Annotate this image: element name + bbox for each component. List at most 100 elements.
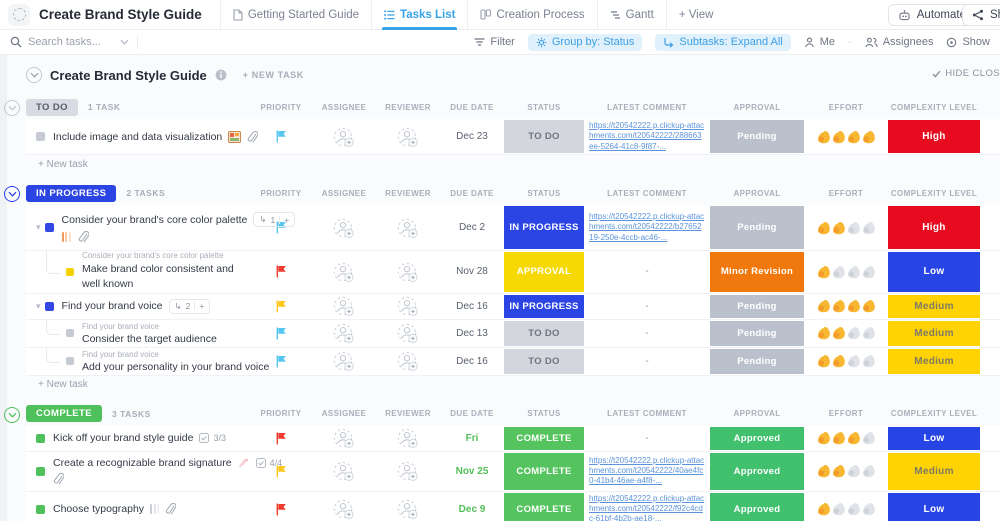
parent-task-breadcrumb[interactable]: Consider your brand's core color palette bbox=[82, 251, 224, 261]
effort-rating[interactable] bbox=[804, 320, 888, 347]
muscle-icon[interactable] bbox=[861, 299, 876, 313]
task-status-dot[interactable] bbox=[66, 267, 74, 276]
tab-creation-process[interactable]: Creation Process bbox=[467, 0, 596, 30]
task-row[interactable]: Find your brand voice Add your personalit… bbox=[26, 347, 1000, 376]
muscle-icon[interactable] bbox=[816, 502, 831, 516]
status-value[interactable]: TO DO bbox=[504, 320, 584, 346]
status-value[interactable]: COMPLETE bbox=[504, 452, 584, 490]
complexity-value[interactable]: High bbox=[888, 206, 980, 250]
status-value[interactable]: IN PROGRESS bbox=[504, 206, 584, 250]
muscle-icon[interactable] bbox=[831, 130, 846, 144]
task-row[interactable]: Kick off your brand style guide 3/3 Fri COM… bbox=[26, 425, 1000, 452]
add-reviewer-avatar[interactable] bbox=[396, 427, 420, 449]
add-assignee-avatar[interactable] bbox=[332, 427, 356, 449]
muscle-icon[interactable] bbox=[816, 464, 831, 478]
status-value[interactable]: APPROVAL bbox=[504, 252, 584, 292]
priority-flag-icon[interactable] bbox=[276, 130, 287, 143]
add-reviewer-avatar[interactable] bbox=[396, 126, 420, 148]
approval-value[interactable]: Approved bbox=[710, 452, 804, 490]
priority-flag-icon[interactable] bbox=[276, 300, 287, 313]
subtask-count-chip[interactable]: ↳ 2 + bbox=[168, 298, 211, 314]
task-row[interactable]: Consider your brand's core color palette… bbox=[26, 251, 1000, 294]
due-date[interactable]: Nov 28 bbox=[456, 266, 488, 278]
complexity-value[interactable]: Medium bbox=[888, 348, 980, 374]
due-date[interactable]: Dec 23 bbox=[456, 131, 488, 143]
group-by-button[interactable]: Group by: Status bbox=[527, 33, 643, 51]
effort-rating[interactable] bbox=[804, 251, 888, 292]
show-button[interactable]: Show bbox=[946, 36, 990, 48]
muscle-icon[interactable] bbox=[831, 265, 846, 279]
checklist-progress[interactable]: 3/3 bbox=[199, 433, 226, 444]
checklist-progress[interactable]: 4/4 bbox=[255, 458, 282, 469]
tab-getting-started-guide[interactable]: Getting Started Guide bbox=[219, 0, 371, 30]
chevron-down-icon[interactable] bbox=[120, 39, 129, 45]
status-value[interactable]: COMPLETE bbox=[504, 492, 584, 521]
task-name[interactable]: Find your brand voice bbox=[61, 300, 163, 313]
complexity-value[interactable]: Low bbox=[888, 426, 980, 450]
group-status-badge[interactable]: TO DO bbox=[26, 98, 78, 116]
share-button[interactable]: Share bbox=[962, 4, 1000, 26]
muscle-icon[interactable] bbox=[816, 431, 831, 445]
muscle-icon[interactable] bbox=[816, 221, 831, 235]
effort-rating[interactable] bbox=[804, 205, 888, 250]
add-reviewer-avatar[interactable] bbox=[396, 350, 420, 372]
complexity-value[interactable]: Medium bbox=[888, 320, 980, 346]
task-status-dot[interactable] bbox=[36, 433, 45, 443]
attachment-icon[interactable] bbox=[53, 473, 64, 485]
latest-comment-link[interactable]: https://t20542222.p.clickup-attachments.… bbox=[589, 212, 705, 242]
subtask-count-chip[interactable]: ↳ 1 + bbox=[253, 212, 296, 228]
search-input[interactable] bbox=[28, 36, 114, 48]
add-view-button[interactable]: + View bbox=[665, 0, 726, 30]
priority-bars-icon[interactable] bbox=[150, 504, 160, 515]
due-date[interactable]: Dec 9 bbox=[458, 503, 486, 515]
status-value[interactable]: IN PROGRESS bbox=[504, 294, 584, 318]
add-assignee-avatar[interactable] bbox=[332, 126, 356, 148]
task-name[interactable]: Consider your brand's core color palette bbox=[61, 213, 248, 226]
me-filter-button[interactable]: Me bbox=[804, 36, 835, 48]
attachment-icon[interactable] bbox=[78, 231, 89, 243]
muscle-icon[interactable] bbox=[831, 464, 846, 478]
attachment-icon[interactable] bbox=[247, 130, 259, 143]
muscle-icon[interactable] bbox=[861, 464, 876, 478]
effort-rating[interactable] bbox=[804, 492, 888, 521]
task-name[interactable]: Add your personality in your brand voice bbox=[82, 360, 270, 373]
task-status-dot[interactable] bbox=[44, 223, 54, 233]
task-name[interactable]: Consider the target audience bbox=[82, 332, 217, 345]
status-value[interactable]: TO DO bbox=[504, 348, 584, 374]
approval-value[interactable]: Pending bbox=[710, 120, 804, 154]
add-assignee-avatar[interactable] bbox=[332, 217, 356, 239]
task-name[interactable]: Kick off your brand style guide bbox=[53, 432, 194, 445]
muscle-icon[interactable] bbox=[816, 265, 831, 279]
muscle-icon[interactable] bbox=[846, 502, 861, 516]
due-date[interactable]: Nov 25 bbox=[455, 465, 489, 477]
add-assignee-avatar[interactable] bbox=[332, 460, 356, 482]
muscle-icon[interactable] bbox=[846, 464, 861, 478]
task-name[interactable]: Make brand color consistent and well kno… bbox=[82, 263, 234, 291]
muscle-icon[interactable] bbox=[816, 130, 831, 144]
latest-comment-link[interactable]: https://t20542222.p.clickup-attachments.… bbox=[589, 455, 705, 486]
muscle-icon[interactable] bbox=[831, 354, 846, 368]
add-assignee-avatar[interactable] bbox=[332, 261, 356, 283]
task-row[interactable]: Create a recognizable brand signature 4/4… bbox=[26, 451, 1000, 492]
effort-rating[interactable] bbox=[804, 452, 888, 491]
muscle-icon[interactable] bbox=[831, 502, 846, 516]
group-collapse-chevron-icon[interactable] bbox=[4, 100, 20, 116]
effort-rating[interactable] bbox=[804, 426, 888, 451]
approval-value[interactable]: Pending bbox=[710, 348, 804, 374]
muscle-icon[interactable] bbox=[861, 221, 876, 235]
group-status-badge[interactable]: IN PROGRESS bbox=[26, 184, 117, 202]
tab-tasks-list[interactable]: Tasks List bbox=[371, 0, 467, 30]
group-collapse-chevron-icon[interactable] bbox=[4, 186, 20, 203]
add-assignee-avatar[interactable] bbox=[332, 295, 356, 317]
task-status-dot[interactable] bbox=[66, 329, 74, 338]
parent-task-breadcrumb[interactable]: Find your brand voice bbox=[82, 349, 159, 359]
task-name[interactable]: Include image and data visualization bbox=[53, 130, 223, 143]
muscle-icon[interactable] bbox=[861, 502, 876, 516]
muscle-icon[interactable] bbox=[831, 431, 846, 445]
due-date[interactable]: Dec 16 bbox=[456, 300, 488, 312]
add-reviewer-avatar[interactable] bbox=[396, 261, 420, 283]
task-row[interactable]: Choose typography Dec 9 COMPLETE https://t2… bbox=[26, 491, 1000, 521]
priority-flag-icon[interactable] bbox=[276, 355, 287, 368]
add-reviewer-avatar[interactable] bbox=[396, 217, 420, 239]
task-row[interactable]: Include image and data visualization Dec … bbox=[26, 119, 1000, 156]
